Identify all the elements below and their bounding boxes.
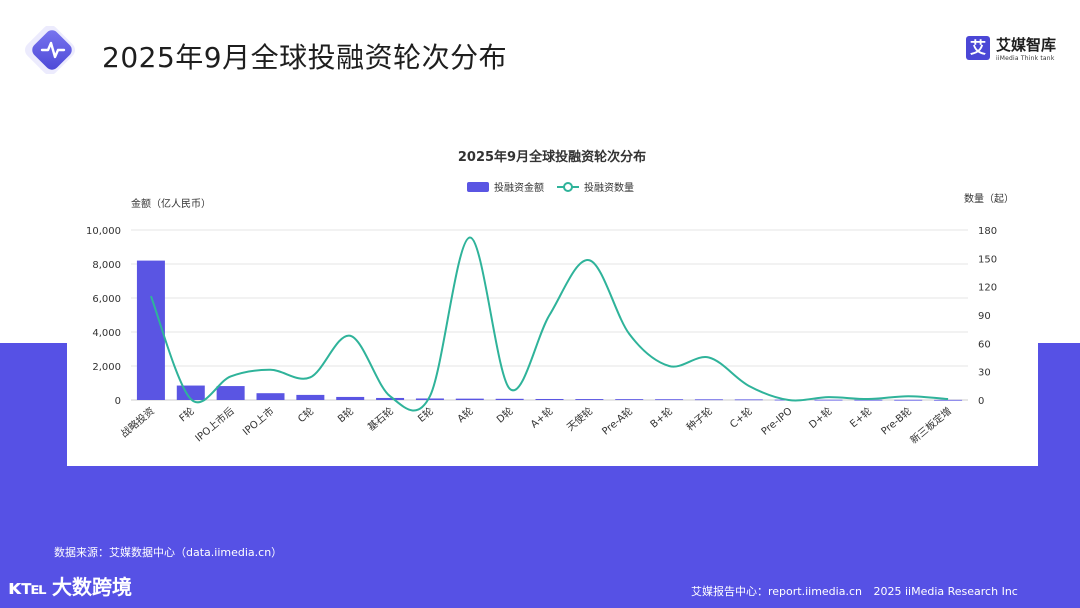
bar bbox=[296, 394, 325, 400]
bar bbox=[694, 399, 723, 401]
line-point bbox=[548, 314, 550, 316]
line-point bbox=[668, 365, 670, 367]
line-point bbox=[269, 369, 271, 371]
line-point bbox=[708, 356, 710, 358]
bar bbox=[575, 399, 604, 400]
left-tick-label: 0 bbox=[115, 396, 121, 407]
line-point bbox=[827, 396, 829, 398]
line-point bbox=[349, 335, 351, 337]
line-point bbox=[588, 259, 590, 261]
page-title: 2025年9月全球投融资轮次分布 bbox=[102, 41, 508, 74]
line-point bbox=[628, 333, 630, 335]
left-tick-label: 2,000 bbox=[92, 362, 121, 373]
line-point bbox=[229, 375, 231, 377]
bar bbox=[535, 398, 564, 400]
bar bbox=[854, 399, 883, 401]
category-label: E轮 bbox=[415, 404, 436, 424]
legend-line-label: 投融资数量 bbox=[584, 181, 634, 194]
source-note: 数据来源：艾媒数据中心（data.iimedia.cn） bbox=[54, 546, 283, 559]
category-label: B轮 bbox=[335, 404, 356, 425]
line-point bbox=[150, 295, 152, 297]
category-label: Pre-A轮 bbox=[599, 404, 635, 437]
bar bbox=[655, 399, 684, 401]
left-tick-label: 8,000 bbox=[92, 260, 121, 271]
category-label: B+轮 bbox=[647, 404, 675, 430]
line-point bbox=[907, 395, 909, 397]
line-point bbox=[947, 398, 949, 400]
category-label: 天使轮 bbox=[564, 404, 595, 433]
left-tick-label: 10,000 bbox=[86, 226, 121, 237]
line-point bbox=[508, 387, 510, 389]
line-point bbox=[867, 398, 869, 400]
bar bbox=[415, 398, 444, 400]
category-label: 战略投资 bbox=[118, 404, 157, 440]
category-label: D+轮 bbox=[806, 404, 834, 431]
category-label: D轮 bbox=[494, 404, 516, 425]
category-label: IPO上市 bbox=[240, 404, 277, 438]
bar bbox=[216, 386, 245, 400]
bar bbox=[495, 398, 524, 400]
left-axis-label: 金额（亿人民币） bbox=[131, 197, 211, 210]
pulse-icon bbox=[25, 26, 75, 74]
footer-logo-text: 大数跨境 bbox=[52, 575, 132, 599]
line-point bbox=[787, 399, 789, 401]
category-label: A轮 bbox=[454, 404, 475, 425]
right-tick-label: 30 bbox=[978, 368, 991, 379]
legend-bar-label: 投融资金额 bbox=[494, 181, 544, 194]
line-point bbox=[469, 236, 471, 238]
right-tick-label: 150 bbox=[978, 254, 997, 265]
line-point bbox=[429, 395, 431, 397]
chart-card: 2025年9月全球投融资轮次分布投融资金额 投融资数量金额（亿人民币） 数量（起） 0… bbox=[67, 118, 1038, 466]
legend-line-marker bbox=[563, 182, 573, 192]
category-label: Pre-B轮 bbox=[878, 404, 914, 437]
bar bbox=[256, 393, 285, 400]
brand-mark: 艾 bbox=[966, 36, 990, 60]
category-label: F轮 bbox=[176, 404, 196, 424]
footer-logo-icon: ᴋ℡ bbox=[8, 575, 47, 599]
category-label: 新三板定增 bbox=[907, 404, 954, 446]
brand-logo: 艾 艾媒智库 iiMedia Think tank bbox=[966, 36, 1062, 66]
line-point bbox=[190, 398, 192, 400]
category-label: 种子轮 bbox=[684, 404, 715, 433]
brand-subtitle: iiMedia Think tank bbox=[996, 55, 1055, 62]
bar bbox=[894, 399, 923, 401]
footer-report: 艾媒报告中心：report.iimedia.cn bbox=[691, 585, 862, 598]
line-point bbox=[389, 395, 391, 397]
right-tick-label: 0 bbox=[978, 396, 984, 407]
left-tick-label: 4,000 bbox=[92, 328, 121, 339]
footer-info: 艾媒报告中心：report.iimedia.cn 2025 iiMedia Re… bbox=[691, 583, 1026, 599]
right-axis-label: 数量（起） bbox=[964, 192, 1014, 205]
bar bbox=[455, 398, 484, 400]
category-label: Pre-IPO bbox=[760, 406, 795, 438]
category-label: C轮 bbox=[295, 404, 316, 425]
footer-copyright: 2025 iiMedia Research Inc bbox=[873, 585, 1018, 598]
category-label: 基石轮 bbox=[365, 404, 396, 433]
left-tick-label: 6,000 bbox=[92, 294, 121, 305]
brand-name: 艾媒智库 bbox=[996, 36, 1057, 54]
category-label: C+轮 bbox=[727, 404, 755, 430]
bar bbox=[615, 399, 644, 400]
bar bbox=[136, 260, 165, 400]
bar bbox=[814, 399, 843, 401]
right-tick-label: 180 bbox=[978, 226, 997, 237]
category-label: A+轮 bbox=[528, 404, 556, 430]
line-point bbox=[748, 385, 750, 387]
category-label: E+轮 bbox=[847, 404, 874, 430]
line-point bbox=[309, 376, 311, 378]
right-tick-label: 60 bbox=[978, 339, 991, 350]
right-tick-label: 90 bbox=[978, 311, 991, 322]
bar bbox=[376, 397, 405, 400]
bar bbox=[934, 399, 963, 401]
legend-bar-swatch bbox=[467, 182, 489, 192]
bar bbox=[336, 396, 365, 400]
footer-logo: ᴋ℡ 大数跨境 bbox=[8, 572, 158, 602]
series-line bbox=[149, 236, 949, 412]
right-tick-label: 120 bbox=[978, 283, 997, 294]
chart-title: 2025年9月全球投融资轮次分布 bbox=[458, 149, 646, 165]
category-label: IPO上市后 bbox=[192, 404, 236, 444]
bar bbox=[734, 399, 763, 401]
